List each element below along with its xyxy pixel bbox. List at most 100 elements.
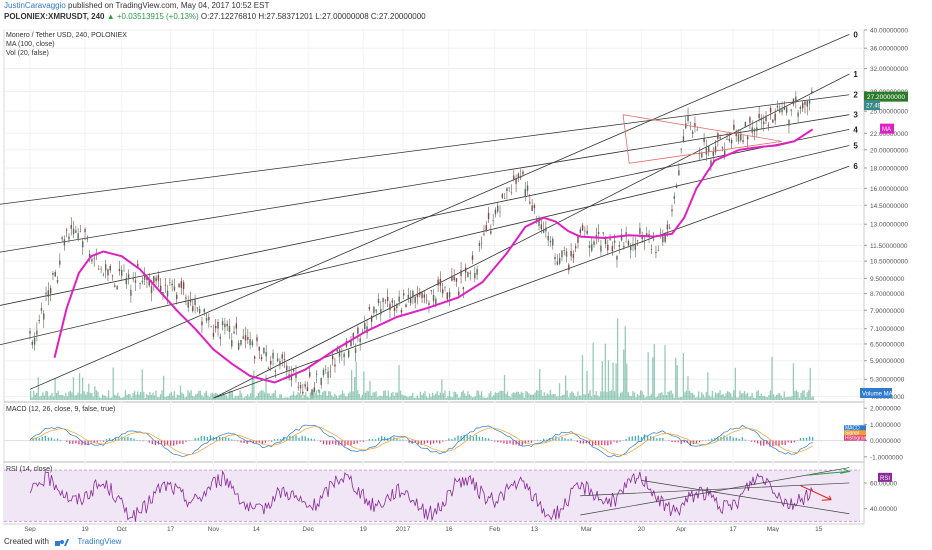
volume-bar <box>638 395 640 400</box>
candle-body <box>389 303 391 310</box>
candle-body <box>68 236 70 240</box>
volume-bar <box>135 394 137 400</box>
candle-body <box>329 370 332 372</box>
price-tick-label: 16.00000000 <box>870 186 908 193</box>
volume-bar <box>181 392 183 400</box>
volume-bar <box>158 397 160 400</box>
macd-histogram-bar <box>215 436 218 441</box>
macd-histogram-bar <box>417 440 419 445</box>
chart-canvas[interactable]: 0 1 2 3 4 5 6 40.00000000 36.00000000 32.0000000… <box>0 22 932 532</box>
macd-panel <box>4 424 860 458</box>
volume-bar <box>601 361 603 400</box>
volume-bar <box>89 392 91 400</box>
volume-bar <box>315 390 318 400</box>
macd-histogram-bar <box>111 439 114 441</box>
macd-histogram-bar <box>487 438 490 441</box>
volume-bar <box>269 396 272 400</box>
volume-bar <box>109 397 111 400</box>
volume-bar <box>111 397 113 400</box>
macd-histogram-bar <box>258 440 260 443</box>
volume-bar <box>685 390 688 400</box>
candle-body <box>712 151 714 156</box>
candle-body <box>258 346 260 351</box>
candle-body <box>127 274 130 280</box>
macd-histogram-bar <box>674 440 676 443</box>
volume-bar <box>355 361 357 400</box>
volume-bar <box>256 395 258 400</box>
macd-histogram-bar <box>579 440 581 444</box>
volume-bar <box>370 395 373 400</box>
macd-histogram-bar <box>478 436 481 441</box>
candle-body <box>171 283 173 286</box>
macd-legend-box <box>844 430 866 436</box>
volume-bar <box>476 390 478 400</box>
volume-bar <box>623 349 625 400</box>
volume-bar <box>404 395 406 400</box>
macd-histogram-bar <box>50 437 53 441</box>
candle-body <box>783 106 786 110</box>
author-link[interactable]: JustinCaravaggio <box>4 1 66 10</box>
macd-histogram-bar <box>277 438 279 441</box>
candle-body <box>334 364 336 367</box>
macd-title: MACD (12, 26, close, 9, false, true) <box>6 406 115 413</box>
candle-body <box>542 229 545 233</box>
volume-bar <box>636 394 639 400</box>
volume-bar <box>571 391 573 400</box>
candle-body <box>680 148 682 150</box>
macd-histogram-bar <box>432 440 435 444</box>
volume-bar <box>123 396 125 400</box>
macd-histogram-bar <box>591 440 594 446</box>
candle-body <box>100 268 102 270</box>
volume-bar <box>413 397 415 400</box>
change-value: ▲ +0.03513915 (+0.13%) <box>106 12 199 21</box>
channel-label: 3 <box>853 111 858 120</box>
price-tick-label: 22.00000000 <box>870 131 908 138</box>
triangle-outline <box>622 114 783 164</box>
volume-bar <box>133 391 136 400</box>
candle-body <box>137 263 139 268</box>
macd-histogram-bar <box>273 439 276 441</box>
candle-body <box>187 301 189 308</box>
volume-bar <box>190 390 192 400</box>
candle-body <box>719 136 721 139</box>
volume-bar <box>574 395 576 400</box>
volume-bar <box>85 394 87 400</box>
volume-bar <box>34 395 36 400</box>
volume-bar <box>801 390 804 400</box>
macd-histogram-bar <box>506 440 508 445</box>
volume-bar <box>170 391 172 400</box>
volume-bar <box>789 396 791 400</box>
candle-body <box>400 310 403 313</box>
volume-bar <box>566 390 568 400</box>
volume-bar <box>642 394 645 400</box>
volume-bar <box>156 397 159 400</box>
volume-bar <box>803 390 805 400</box>
time-tick-label: May <box>767 526 780 532</box>
volume-bar <box>401 394 403 400</box>
volume-bar <box>679 396 681 400</box>
volume-bar <box>40 395 42 400</box>
volume-bar <box>711 390 714 400</box>
volume-bar <box>532 394 535 400</box>
volume-bar <box>312 390 315 400</box>
volume-bar <box>597 395 599 400</box>
axes: 40.0000000036.0000000032.0000000028.0000… <box>24 28 908 533</box>
macd-histogram-bar <box>463 434 465 441</box>
candle-body <box>476 269 478 275</box>
candle-body <box>554 256 556 260</box>
tradingview-link[interactable]: TradingView <box>77 537 122 546</box>
volume-bar <box>506 391 509 400</box>
candle-body <box>350 340 352 347</box>
volume-bar <box>462 390 464 400</box>
volume-bar <box>464 393 466 400</box>
candle-body <box>685 123 687 129</box>
volume-bar <box>77 392 79 400</box>
volume-bar <box>277 397 279 400</box>
candle-body <box>31 341 33 345</box>
candle-body <box>203 309 205 313</box>
macd-tick-label: 1.0000000 <box>870 422 901 429</box>
volume-bar <box>766 397 769 400</box>
channel-label: 0 <box>853 30 858 39</box>
volume-bar <box>691 392 694 400</box>
volume-bar <box>218 395 220 400</box>
